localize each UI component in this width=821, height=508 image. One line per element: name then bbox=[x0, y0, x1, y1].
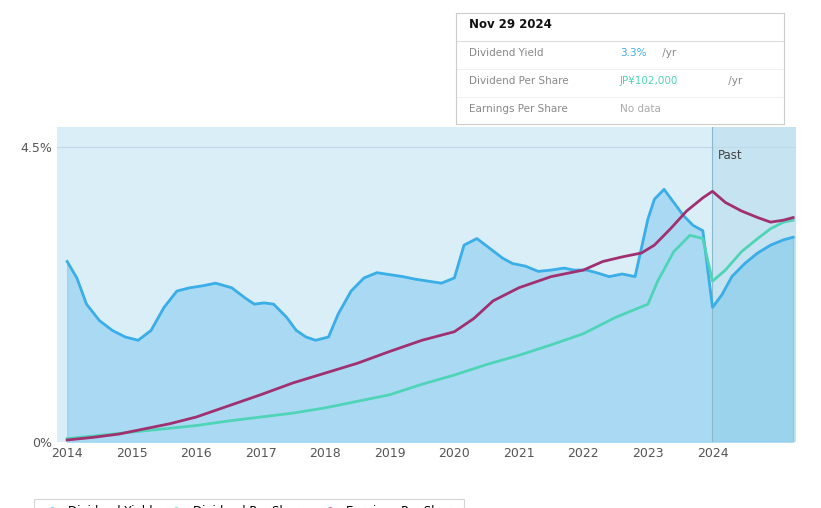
Text: Past: Past bbox=[718, 149, 742, 162]
Legend: Dividend Yield, Dividend Per Share, Earnings Per Share: Dividend Yield, Dividend Per Share, Earn… bbox=[34, 499, 464, 508]
Text: 3.3%: 3.3% bbox=[620, 48, 646, 58]
Text: Dividend Per Share: Dividend Per Share bbox=[469, 76, 568, 86]
Text: /yr: /yr bbox=[659, 48, 677, 58]
Text: No data: No data bbox=[620, 104, 661, 114]
Bar bbox=[713, 127, 796, 442]
Text: Nov 29 2024: Nov 29 2024 bbox=[469, 18, 552, 31]
Text: Dividend Yield: Dividend Yield bbox=[469, 48, 544, 58]
Text: Earnings Per Share: Earnings Per Share bbox=[469, 104, 567, 114]
Text: /yr: /yr bbox=[725, 76, 742, 86]
Text: JP¥102,000: JP¥102,000 bbox=[620, 76, 678, 86]
